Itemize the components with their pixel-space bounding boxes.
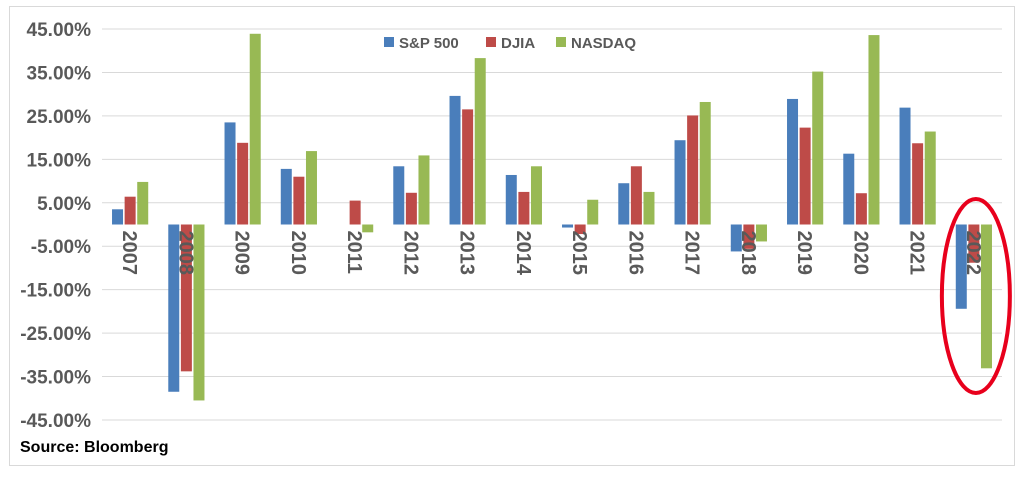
bar-djia-2021 xyxy=(912,143,924,225)
x-tick-label: 2021 xyxy=(906,231,928,276)
bar-nasdaq-2020 xyxy=(868,35,880,225)
y-tick-label: 5.00% xyxy=(37,194,91,215)
y-tick-label: 45.00% xyxy=(27,20,92,41)
y-tick-label: 15.00% xyxy=(27,150,92,171)
y-tick-label: 25.00% xyxy=(27,107,92,128)
bar-nasdaq-2018 xyxy=(755,224,767,242)
bar-nasdaq-2014 xyxy=(530,166,542,225)
bar-nasdaq-2009 xyxy=(249,33,261,225)
bar-sp500-2019 xyxy=(787,98,799,225)
y-axis-ticks: 45.00% 35.00% 25.00% 15.00% 5.00% -5.00% -15.0… xyxy=(20,20,91,432)
bar-nasdaq-2008 xyxy=(193,224,205,401)
bar-djia-2013 xyxy=(462,109,474,225)
x-tick-label: 2014 xyxy=(512,231,534,276)
x-tick-label: 2011 xyxy=(343,231,365,274)
bar-djia-2015 xyxy=(574,224,586,235)
bar-sp500-2016 xyxy=(618,183,630,225)
bar-sp500-2012 xyxy=(393,166,405,225)
bar-nasdaq-2011 xyxy=(362,224,374,233)
bar-djia-2022 xyxy=(968,224,980,263)
bar-djia-2014 xyxy=(518,191,530,225)
y-tick-label: -5.00% xyxy=(31,237,91,258)
legend-swatch xyxy=(556,37,566,47)
bar-djia-2009 xyxy=(237,142,249,225)
y-tick-label: -35.00% xyxy=(20,368,91,389)
bar-sp500-2013 xyxy=(449,95,461,225)
x-tick-label: 2013 xyxy=(456,231,478,276)
bar-sp500-2017 xyxy=(674,140,686,225)
legend-swatch xyxy=(384,37,394,47)
y-tick-label: -25.00% xyxy=(20,324,91,345)
bar-nasdaq-2017 xyxy=(699,101,711,225)
bar-djia-2019 xyxy=(799,127,811,225)
bar-djia-2016 xyxy=(630,166,642,225)
source-note: Source: Bloomberg xyxy=(20,439,168,456)
bar-nasdaq-2021 xyxy=(924,131,936,225)
x-tick-label: 2019 xyxy=(793,231,815,276)
bar-sp500-2009 xyxy=(224,122,236,225)
bar-sp500-2014 xyxy=(505,174,517,225)
bar-djia-2017 xyxy=(687,115,699,225)
bar-sp500-2015 xyxy=(562,224,574,228)
bar-sp500-2008 xyxy=(168,224,180,392)
grid-layer xyxy=(102,28,1002,421)
bar-djia-2020 xyxy=(855,193,867,225)
legend-label: DJIA xyxy=(501,35,535,52)
bar-djia-2007 xyxy=(124,196,136,225)
y-tick-label: -15.00% xyxy=(20,281,91,302)
bar-djia-2010 xyxy=(293,176,305,225)
x-tick-label: 2022 xyxy=(962,231,984,276)
bar-djia-2008 xyxy=(180,224,192,372)
x-tick-label: 2017 xyxy=(681,231,703,276)
x-tick-label: 2007 xyxy=(118,231,140,276)
legend: S&P 500 DJIA NASDAQ xyxy=(384,35,636,52)
bar-djia-2018 xyxy=(743,224,755,249)
bar-nasdaq-2012 xyxy=(418,155,430,225)
legend-label: S&P 500 xyxy=(399,35,459,52)
bar-nasdaq-2013 xyxy=(474,58,486,225)
bar-nasdaq-2016 xyxy=(643,191,655,225)
bar-sp500-2018 xyxy=(730,224,742,252)
highlight-ellipse xyxy=(939,197,1012,395)
bar-nasdaq-2010 xyxy=(305,151,317,225)
x-tick-label: 2020 xyxy=(849,231,871,276)
bar-sp500-2022 xyxy=(955,224,967,309)
x-tick-label: 2016 xyxy=(624,231,646,276)
bar-sp500-2010 xyxy=(280,168,292,225)
x-tick-label: 2012 xyxy=(399,231,421,276)
annotations xyxy=(939,197,1012,395)
bar-sp500-2021 xyxy=(899,107,911,225)
x-tick-label: 2008 xyxy=(174,231,196,276)
bar-nasdaq-2022 xyxy=(980,224,992,369)
bars xyxy=(112,33,992,401)
legend-label: NASDAQ xyxy=(571,35,636,52)
bar-nasdaq-2019 xyxy=(812,71,824,225)
x-tick-label: 2009 xyxy=(231,231,253,276)
x-tick-label: 2015 xyxy=(568,231,590,276)
legend-swatch xyxy=(486,37,496,47)
x-tick-label: 2018 xyxy=(737,231,759,276)
y-tick-label: -45.00% xyxy=(20,411,91,432)
bar-djia-2012 xyxy=(405,192,417,225)
x-tick-label: 2010 xyxy=(287,231,309,276)
bar-sp500-2007 xyxy=(112,209,124,225)
bar-nasdaq-2007 xyxy=(137,181,149,225)
y-tick-label: 35.00% xyxy=(27,63,92,84)
bar-djia-2011 xyxy=(349,200,361,225)
bar-nasdaq-2015 xyxy=(587,199,599,225)
x-axis-labels: 2007 2008 2009 2010 2011 2012 2013 2014 2015 2016… xyxy=(118,231,984,276)
bar-sp500-2020 xyxy=(843,153,855,225)
